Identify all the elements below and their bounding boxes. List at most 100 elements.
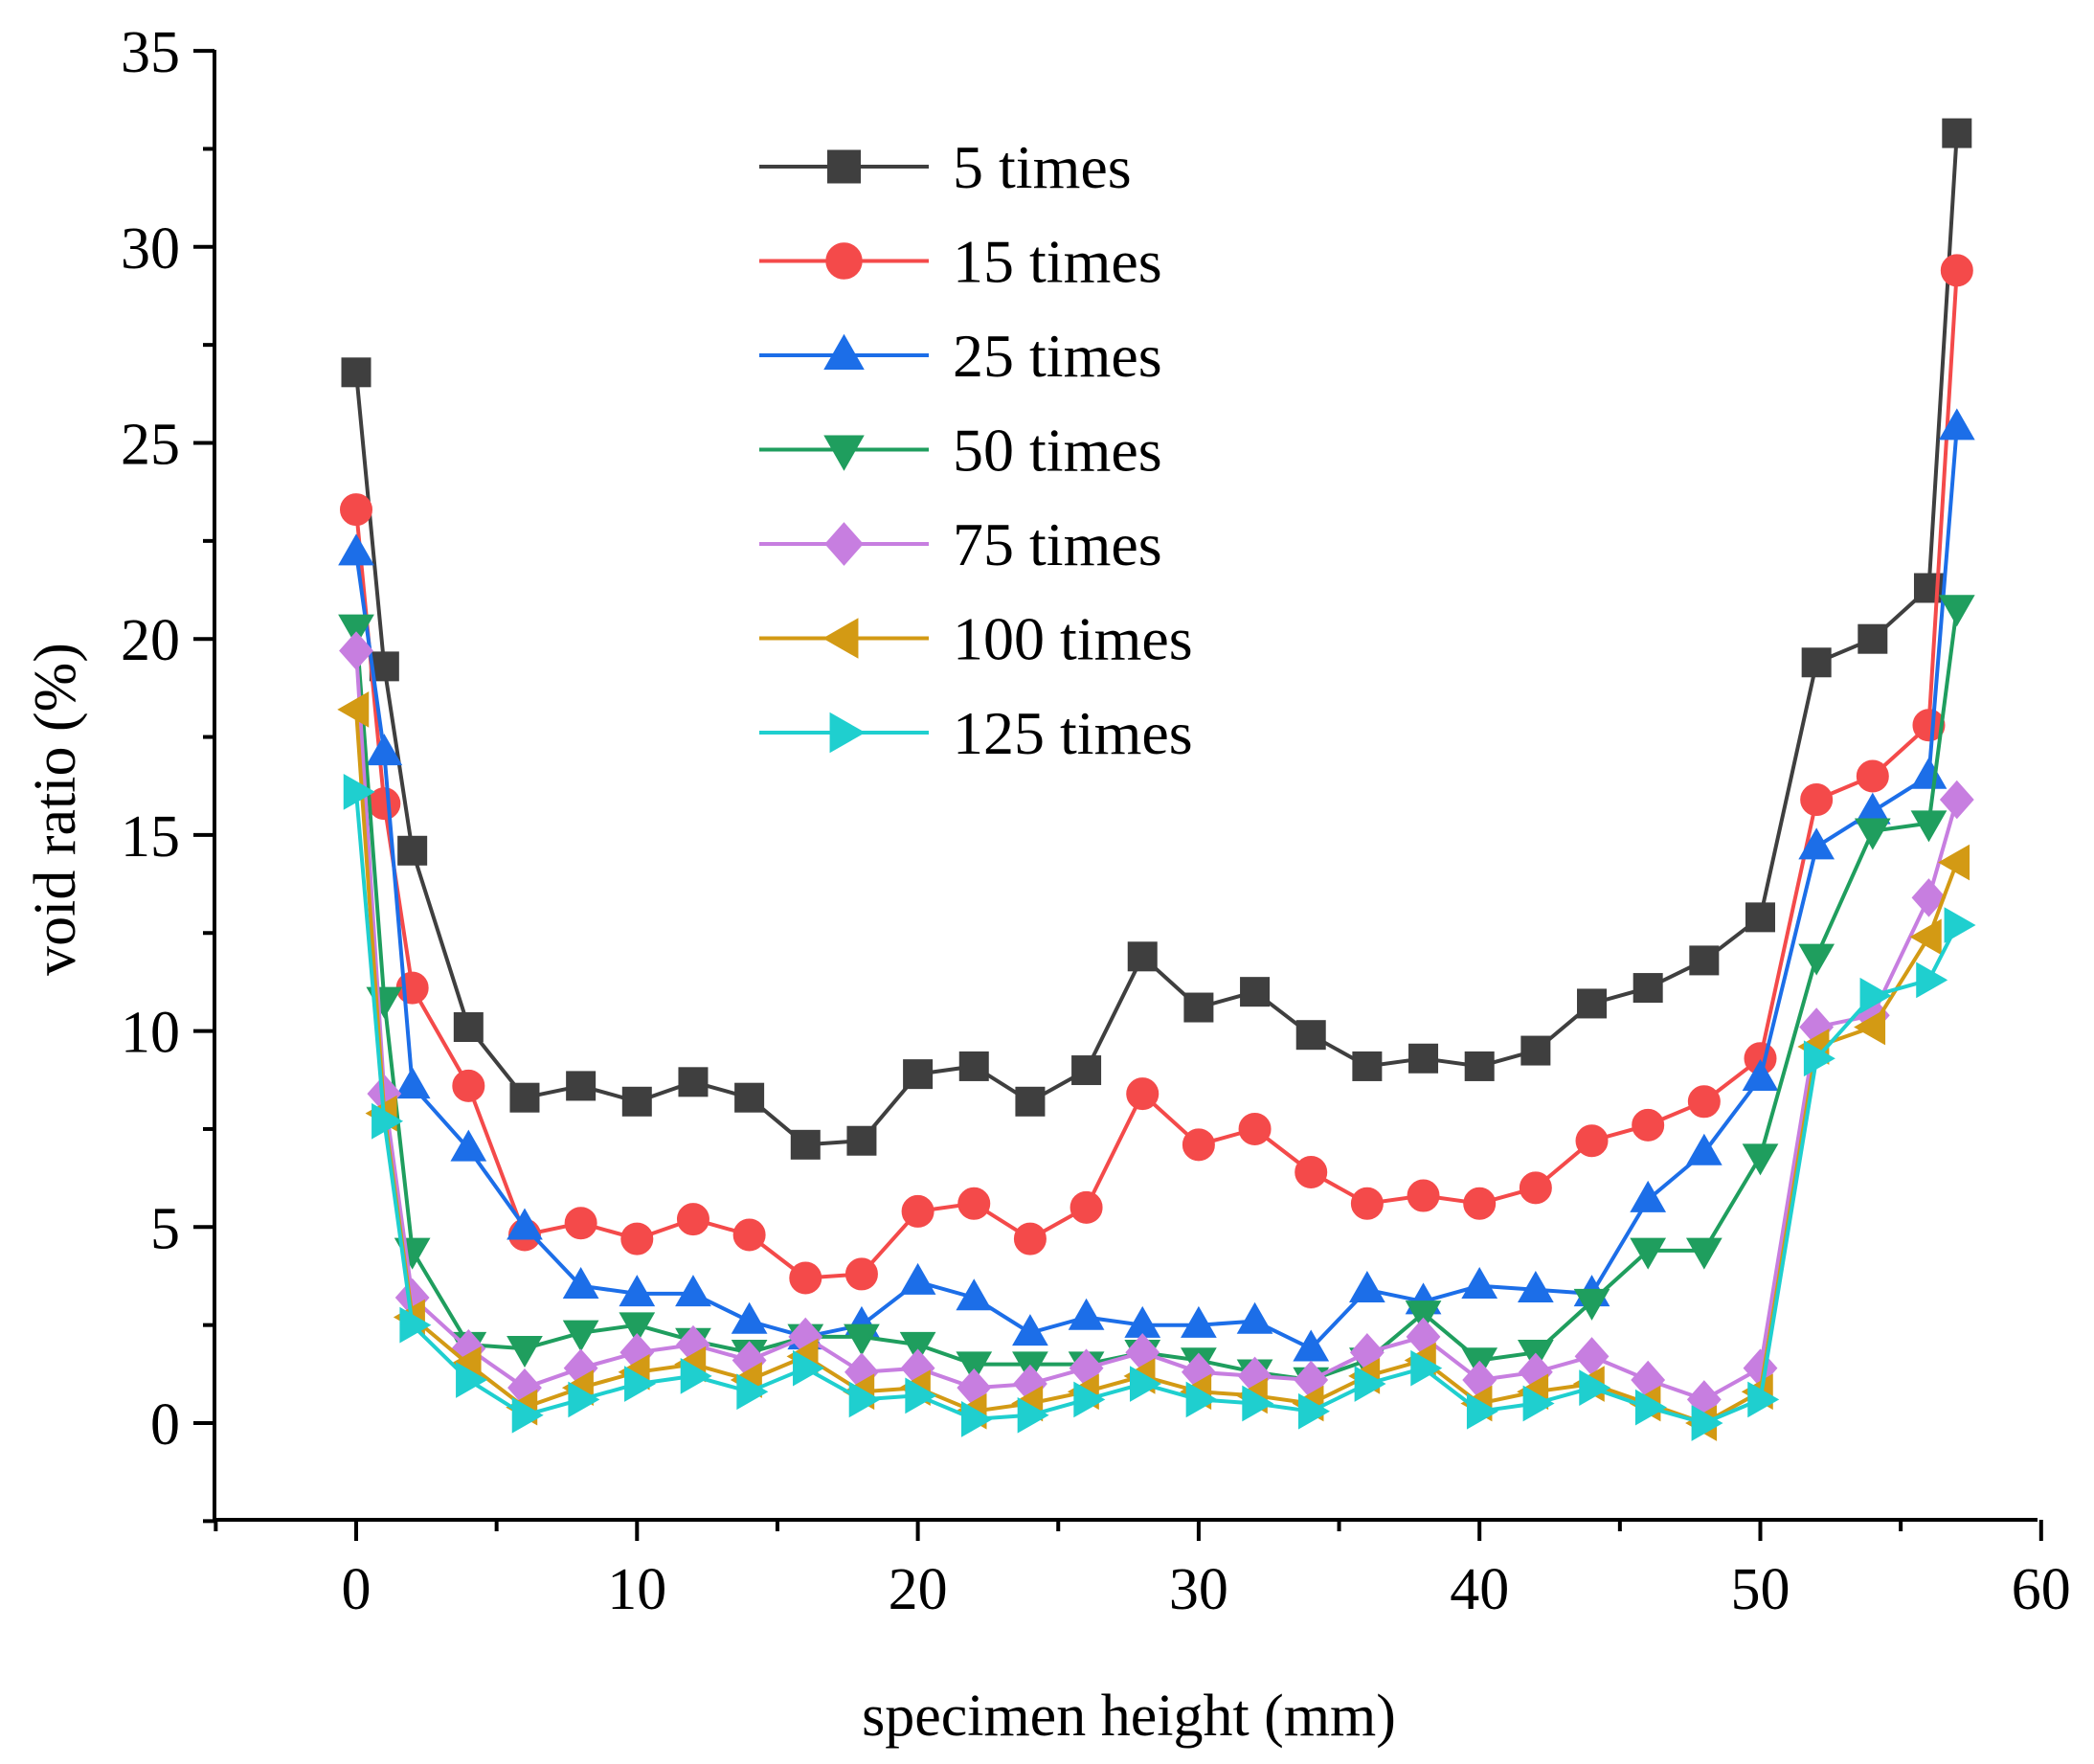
data-point <box>564 1207 597 1240</box>
y-tick-label: 5 <box>150 1196 180 1261</box>
data-point <box>790 1129 821 1160</box>
data-point <box>1407 1179 1440 1212</box>
legend-label: 5 times <box>953 133 1132 201</box>
data-point <box>1910 810 1948 843</box>
x-axis-title: specimen height (mm) <box>862 1684 1396 1749</box>
data-point <box>620 1222 654 1255</box>
data-point <box>1801 647 1832 678</box>
data-point <box>1405 1300 1442 1333</box>
axes: 0 10 20 30 40 50 60 0 5 10 15 20 25 30 35 <box>121 20 2071 1622</box>
data-point <box>1685 1133 1722 1165</box>
data-point <box>1912 709 1946 742</box>
data-point <box>1461 1266 1498 1299</box>
data-point <box>848 1381 881 1418</box>
data-point <box>1685 1237 1722 1270</box>
data-point <box>1295 1155 1328 1188</box>
data-point <box>736 1373 769 1411</box>
data-point <box>1573 1288 1610 1321</box>
data-point <box>1940 254 1973 287</box>
data-point <box>1236 1301 1273 1334</box>
data-point <box>1352 1051 1383 1081</box>
data-point <box>1354 1366 1386 1402</box>
y-tick-label: 30 <box>121 216 180 282</box>
data-point <box>1742 1058 1779 1091</box>
legend-item: 25 times <box>759 322 1162 390</box>
y-tick-label: 0 <box>150 1392 180 1458</box>
data-point <box>958 1051 989 1081</box>
data-point <box>1630 1237 1667 1270</box>
data-point <box>1800 783 1834 817</box>
data-point <box>789 1261 822 1295</box>
data-point <box>1854 1008 1886 1046</box>
legend-marker <box>827 149 861 184</box>
data-point <box>397 835 428 866</box>
data-point <box>452 1069 485 1102</box>
data-point <box>1522 1385 1555 1422</box>
data-point <box>1070 1190 1103 1224</box>
data-point <box>899 1262 936 1295</box>
data-point <box>562 1320 599 1352</box>
data-point <box>1068 1298 1105 1330</box>
data-point <box>624 1366 657 1402</box>
data-point <box>1909 918 1942 956</box>
data-point <box>901 1194 934 1228</box>
data-point <box>1689 945 1720 976</box>
data-point <box>1182 1128 1215 1162</box>
data-point <box>957 1187 991 1220</box>
data-point <box>1519 1171 1552 1205</box>
data-point <box>1939 780 1974 820</box>
data-point <box>1938 408 1975 441</box>
data-point <box>1798 827 1835 860</box>
y-tick-label: 35 <box>121 20 180 85</box>
data-point <box>562 1266 599 1299</box>
data-point <box>340 493 372 527</box>
x-tick-label: 10 <box>607 1557 666 1622</box>
data-point <box>507 1335 543 1368</box>
y-axis-title: void ratio (%) <box>23 643 88 976</box>
data-point <box>1854 818 1891 850</box>
y-tick-label: 20 <box>121 608 180 673</box>
series-group <box>337 118 1976 1441</box>
data-point <box>1183 992 1214 1023</box>
x-tick-label: 20 <box>889 1557 948 1622</box>
x-tick-label: 50 <box>1731 1557 1790 1622</box>
data-point <box>1350 1187 1384 1220</box>
series-15-times <box>340 254 1973 1295</box>
data-point <box>732 1218 766 1252</box>
series-5-times <box>341 118 1972 1160</box>
data-point <box>366 734 403 766</box>
data-point <box>1466 1392 1498 1430</box>
data-point <box>339 631 373 670</box>
data-point <box>680 1358 712 1394</box>
legend-marker <box>822 618 859 659</box>
data-point <box>399 1306 432 1344</box>
data-point <box>1408 1043 1439 1074</box>
data-point <box>619 1275 656 1307</box>
legend-marker <box>824 522 864 566</box>
data-point <box>1856 759 1889 793</box>
data-point <box>844 1323 880 1356</box>
data-point <box>1579 1369 1611 1407</box>
data-point <box>1798 943 1835 976</box>
data-point <box>1944 907 1976 943</box>
data-point <box>1073 1381 1106 1418</box>
legend-marker <box>825 242 863 280</box>
legend-label: 50 times <box>953 417 1162 485</box>
x-tick-label: 30 <box>1169 1557 1228 1622</box>
data-point <box>678 1067 709 1097</box>
data-point <box>1747 1381 1780 1418</box>
data-point <box>511 1396 544 1434</box>
x-tick-label: 60 <box>2012 1557 2071 1622</box>
x-tick-label: 40 <box>1450 1557 1509 1622</box>
data-point <box>844 1257 878 1291</box>
data-point <box>903 1059 934 1090</box>
data-point <box>1742 1143 1779 1176</box>
data-point <box>1859 977 1892 1014</box>
data-point <box>1071 1055 1102 1086</box>
data-point <box>1577 988 1608 1019</box>
data-point <box>1012 1314 1048 1346</box>
data-point <box>905 1377 937 1414</box>
data-point <box>1858 623 1888 654</box>
data-point <box>1911 878 1947 917</box>
